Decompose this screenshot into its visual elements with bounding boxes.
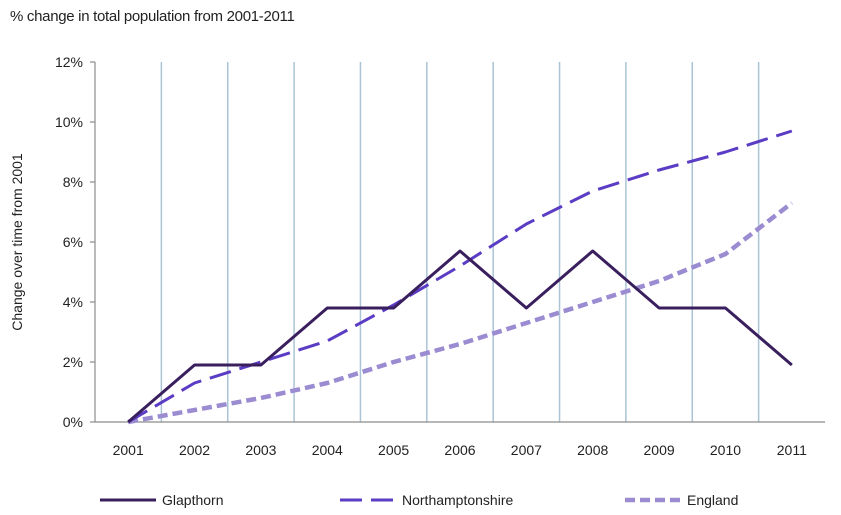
y-tick-label: 2% — [63, 354, 83, 370]
y-tick-labels: 0% 2% 4% 6% 8% 10% 12% — [55, 54, 83, 430]
y-axis-label: Change over time from 2001 — [9, 153, 25, 331]
x-tick-label: 2003 — [245, 442, 276, 458]
legend-label: Glapthorn — [162, 492, 223, 508]
x-tick-label: 2011 — [777, 442, 807, 458]
y-tick-label: 8% — [63, 174, 83, 190]
x-tick-label: 2004 — [312, 442, 343, 458]
x-tick-label: 2006 — [444, 442, 475, 458]
x-tick-label: 2010 — [710, 442, 741, 458]
x-tick-label: 2002 — [179, 442, 210, 458]
legend: Glapthorn Northamptonshire England — [100, 492, 738, 508]
x-tick-label: 2005 — [378, 442, 409, 458]
y-tick-label: 0% — [63, 414, 83, 430]
chart-title: % change in total population from 2001-2… — [10, 8, 295, 25]
y-tick-label: 12% — [55, 54, 83, 70]
x-tick-labels: 2001 2002 2003 2004 2005 2006 2007 2008 2009 2010… — [113, 442, 807, 458]
series-line-glapthorn — [127, 249, 793, 424]
y-tick-label: 6% — [63, 234, 83, 250]
y-tick-label: 4% — [63, 294, 83, 310]
x-tick-label: 2009 — [644, 442, 675, 458]
gridlines — [160, 62, 760, 422]
legend-label: England — [687, 492, 738, 508]
legend-label: Northamptonshire — [402, 492, 513, 508]
y-tick-label: 10% — [55, 114, 83, 130]
axes — [90, 61, 825, 423]
x-tick-label: 2001 — [113, 442, 144, 458]
x-tick-label: 2007 — [511, 442, 542, 458]
x-tick-label: 2008 — [577, 442, 608, 458]
series-line-england — [127, 201, 794, 425]
series-lines — [127, 129, 794, 425]
